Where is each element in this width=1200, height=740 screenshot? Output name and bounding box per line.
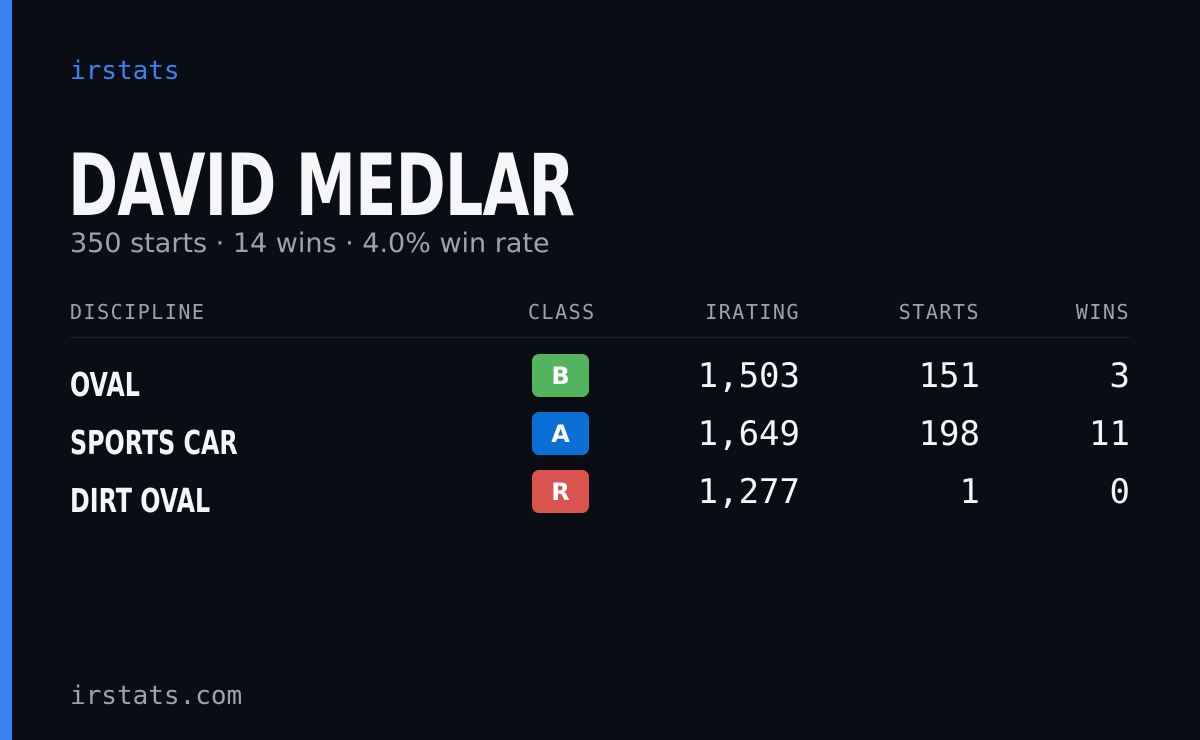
accent-bar xyxy=(0,0,12,740)
wins: 11 xyxy=(1089,414,1130,454)
irating: 1,277 xyxy=(697,472,800,512)
starts: 198 xyxy=(918,414,980,454)
header-rule xyxy=(70,337,1130,338)
column-header: STARTS xyxy=(898,300,980,324)
discipline: SPORTS CAR xyxy=(70,423,238,462)
discipline: OVAL xyxy=(70,365,140,404)
footer: irstats.com xyxy=(70,681,243,711)
irating: 1,503 xyxy=(697,356,800,396)
column-header: IRATING xyxy=(705,300,800,324)
class-badge: R xyxy=(532,470,589,513)
wins: 3 xyxy=(1109,356,1130,396)
discipline: DIRT OVAL xyxy=(70,481,211,520)
column-header: WINS xyxy=(1075,300,1130,324)
driver-summary: 350 starts · 14 wins · 4.0% win rate xyxy=(70,228,550,259)
column-header: DISCIPLINE xyxy=(70,300,206,324)
column-header: CLASS xyxy=(528,300,596,324)
class-badge: B xyxy=(532,354,589,397)
driver-name: DAVID MEDLAR xyxy=(68,136,575,236)
starts: 151 xyxy=(918,356,980,396)
wins: 0 xyxy=(1109,472,1130,512)
class-badge: A xyxy=(532,412,589,455)
irating: 1,649 xyxy=(697,414,800,454)
starts: 1 xyxy=(959,472,980,512)
brand: irstats xyxy=(70,56,180,86)
